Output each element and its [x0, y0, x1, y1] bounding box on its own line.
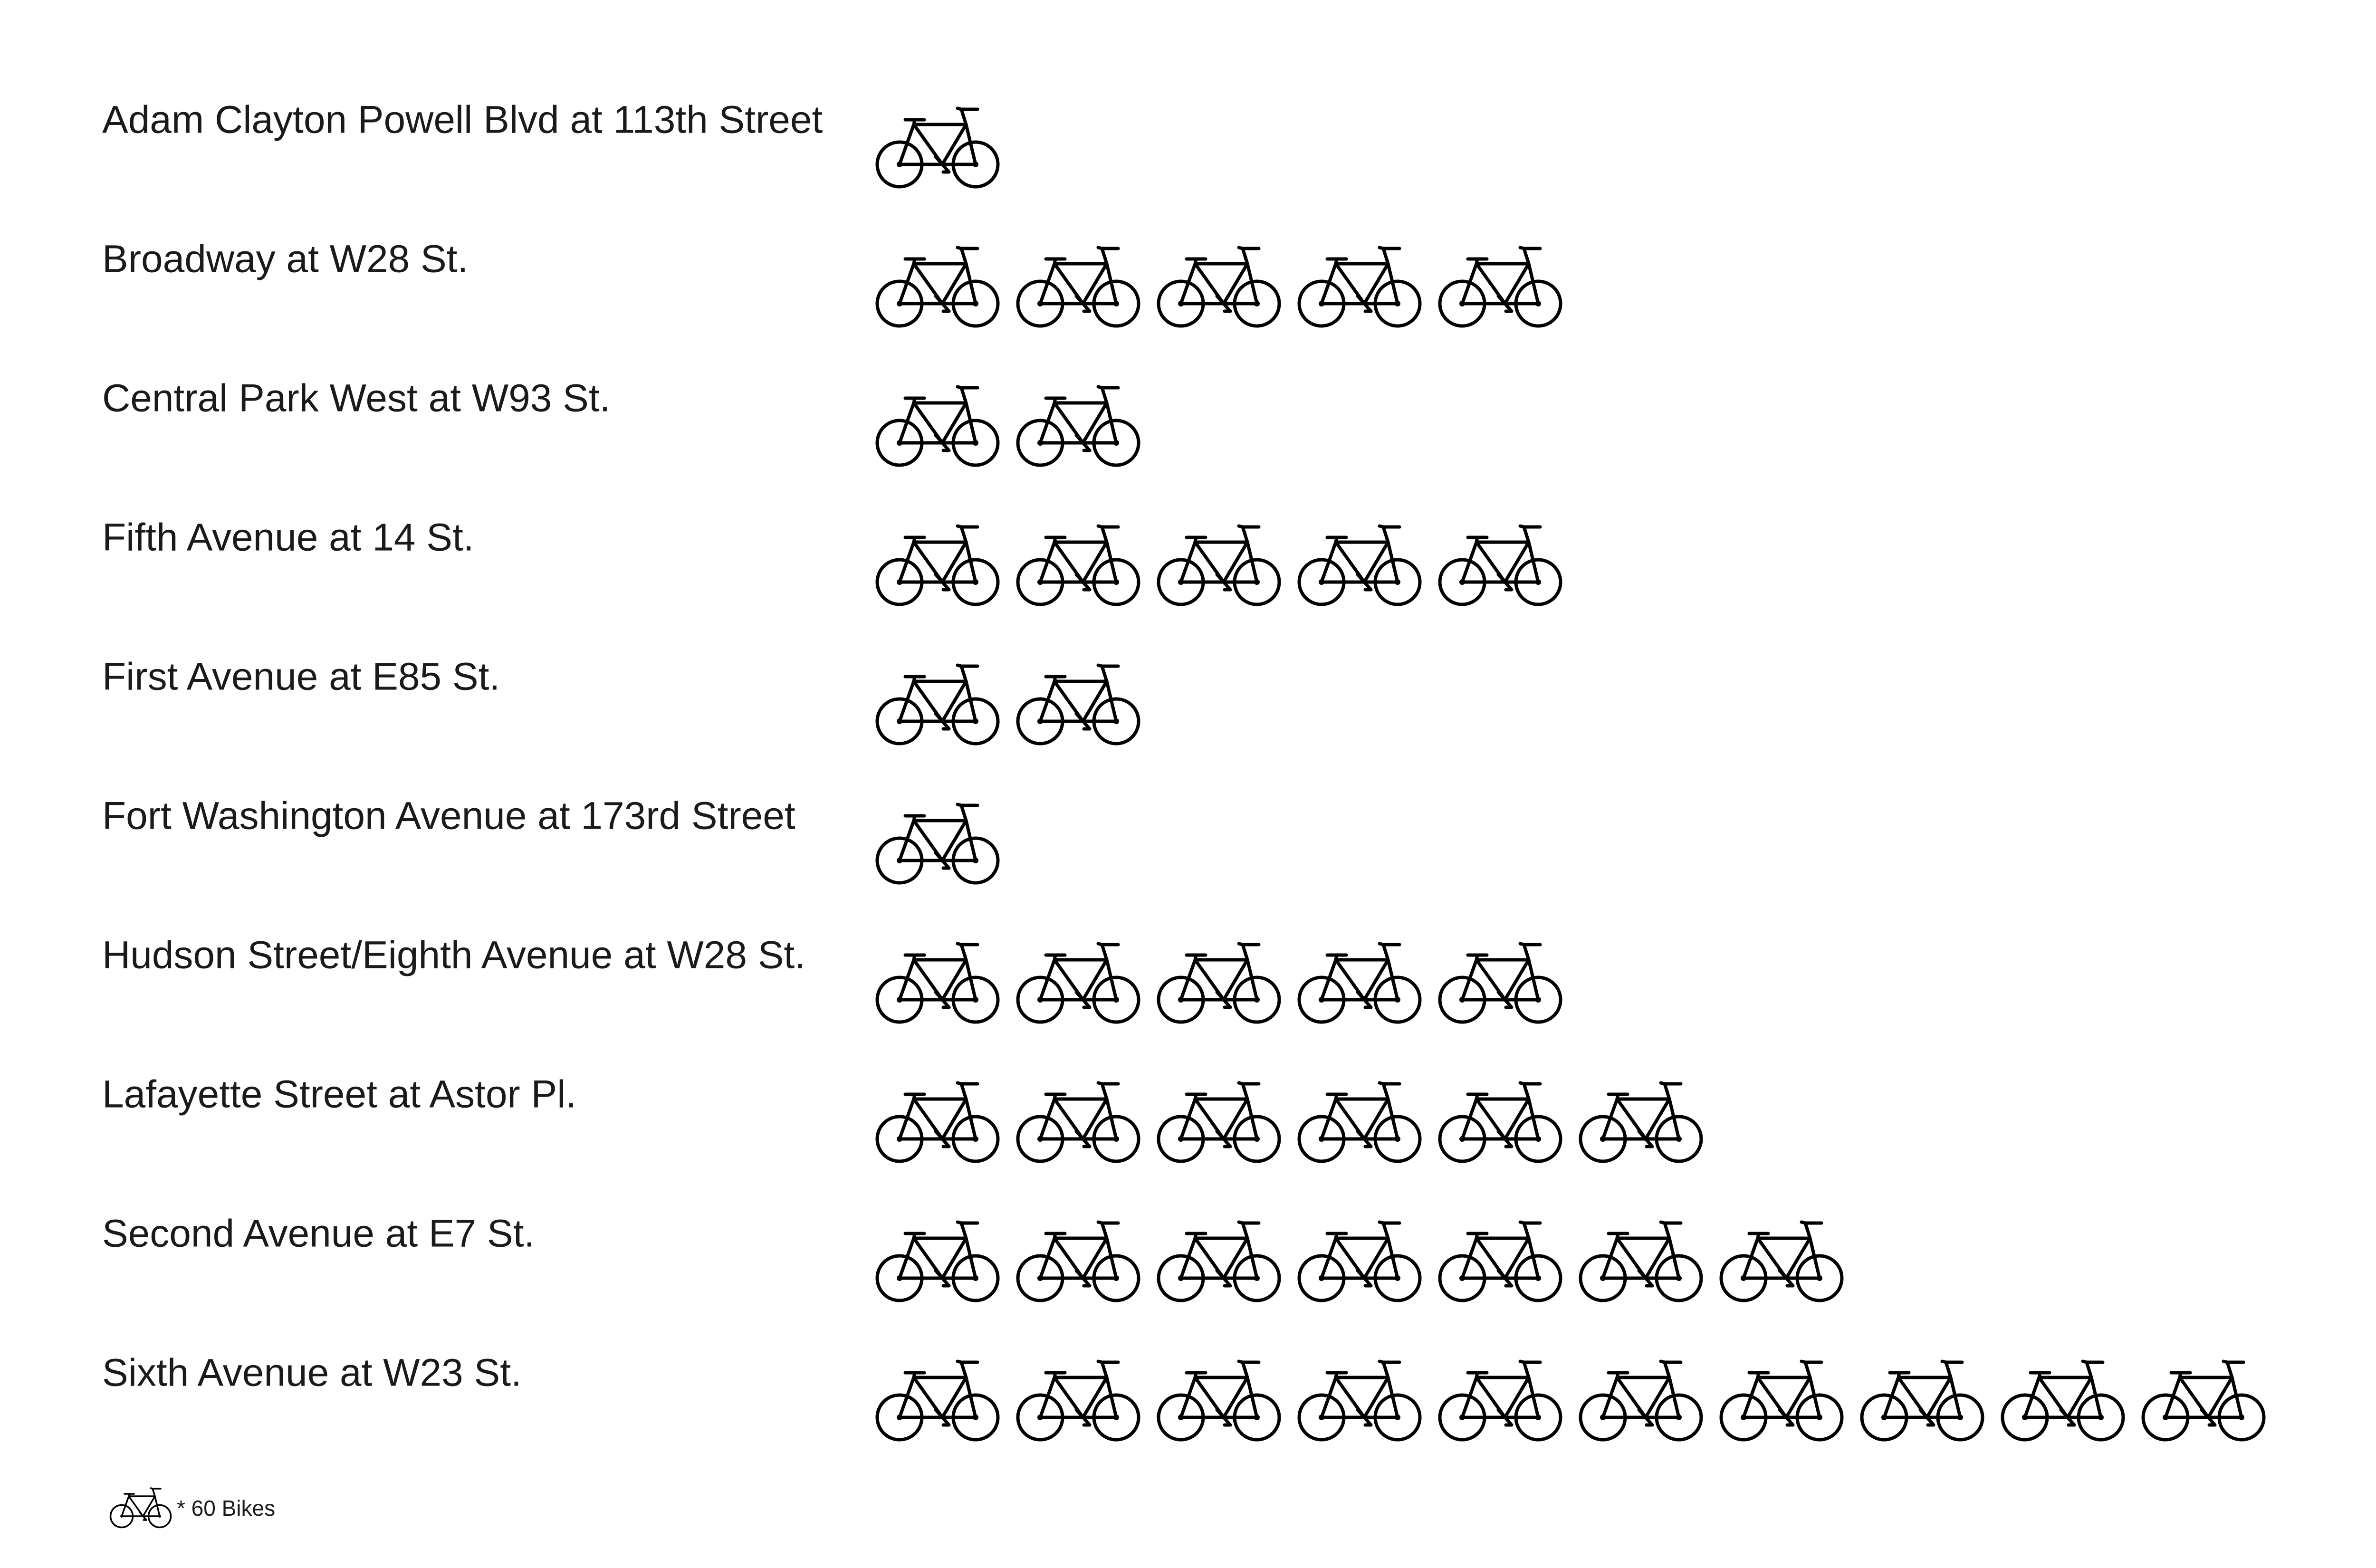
bicycle-icon	[1440, 1083, 1561, 1161]
bicycle-icon	[1159, 248, 1279, 326]
bicycle-icon	[1581, 1083, 1701, 1161]
bicycle-icon	[1159, 944, 1279, 1022]
bicycle-icon	[2143, 1361, 2264, 1440]
bicycle-icon	[1299, 1222, 1420, 1300]
bicycle-icon	[877, 387, 998, 465]
bicycle-icon	[1299, 1083, 1420, 1161]
chart-row: Hudson Street/Eighth Avenue at W28 St.	[102, 934, 1561, 1022]
bicycle-icon	[1581, 1361, 1701, 1440]
bicycle-icon	[877, 248, 998, 326]
bicycle-icon	[1440, 1222, 1561, 1300]
chart-row: Lafayette Street at Astor Pl.	[102, 1073, 1701, 1161]
legend-label: * 60 Bikes	[177, 1496, 275, 1520]
chart-row: First Avenue at E85 St.	[102, 655, 1139, 744]
bicycle-icon	[1299, 1361, 1420, 1440]
bicycle-icon	[1721, 1361, 1842, 1440]
bicycle-icon	[1581, 1222, 1701, 1300]
bicycle-icon	[877, 1083, 998, 1161]
bicycle-icon	[1440, 526, 1561, 604]
bicycle-icon	[1018, 248, 1139, 326]
bicycle-icon	[877, 1361, 998, 1440]
bicycle-icon	[877, 944, 998, 1022]
category-label: Sixth Avenue at W23 St.	[102, 1351, 522, 1395]
bicycle-icon	[1018, 526, 1139, 604]
chart-row: Second Avenue at E7 St.	[102, 1212, 1842, 1300]
bicycle-icon	[1440, 944, 1561, 1022]
category-label: First Avenue at E85 St.	[102, 655, 500, 698]
bicycle-icon	[1440, 1361, 1561, 1440]
bicycle-icon	[1862, 1361, 1983, 1440]
bicycle-icon	[877, 108, 998, 187]
bicycle-icon	[877, 526, 998, 604]
bicycle-icon	[1299, 526, 1420, 604]
bicycle-icon	[1159, 1222, 1279, 1300]
bicycle-icon	[877, 1222, 998, 1300]
bicycle-icon	[877, 804, 998, 883]
chart-row: Adam Clayton Powell Blvd at 113th Street	[102, 98, 998, 187]
bicycle-icon	[1018, 1361, 1139, 1440]
chart-row: Sixth Avenue at W23 St.	[102, 1351, 2264, 1440]
chart-row: Fifth Avenue at 14 St.	[102, 516, 1561, 604]
bicycle-icon	[2002, 1361, 2123, 1440]
chart-row: Fort Washington Avenue at 173rd Street	[102, 794, 998, 883]
category-label: Fifth Avenue at 14 St.	[102, 516, 474, 559]
bicycle-icon	[1299, 248, 1420, 326]
bicycle-icon	[1159, 1361, 1279, 1440]
chart-row: Central Park West at W93 St.	[102, 377, 1139, 465]
category-label: Lafayette Street at Astor Pl.	[102, 1073, 576, 1116]
category-label: Broadway at W28 St.	[102, 238, 468, 281]
chart-rows: Adam Clayton Powell Blvd at 113th Street…	[102, 98, 2264, 1440]
bicycle-icon	[1018, 387, 1139, 465]
bicycle-icon	[1018, 665, 1139, 744]
bicycle-icon	[1018, 944, 1139, 1022]
bicycle-icon	[1440, 248, 1561, 326]
category-label: Hudson Street/Eighth Avenue at W28 St.	[102, 934, 805, 977]
bicycle-icon	[877, 665, 998, 744]
chart-legend: * 60 Bikes	[109, 1487, 275, 1529]
category-label: Central Park West at W93 St.	[102, 377, 610, 420]
bicycle-icon	[1018, 1083, 1139, 1161]
category-label: Second Avenue at E7 St.	[102, 1212, 535, 1255]
category-label: Fort Washington Avenue at 173rd Street	[102, 794, 795, 838]
chart-row: Broadway at W28 St.	[102, 238, 1561, 326]
bicycle-icon	[1018, 1222, 1139, 1300]
bicycle-icon	[1299, 944, 1420, 1022]
legend-bicycle-icon	[109, 1487, 172, 1529]
bicycle-icon	[1159, 526, 1279, 604]
bicycle-icon	[1159, 1083, 1279, 1161]
bicycle-icon	[1721, 1222, 1842, 1300]
category-label: Adam Clayton Powell Blvd at 113th Street	[102, 98, 823, 142]
